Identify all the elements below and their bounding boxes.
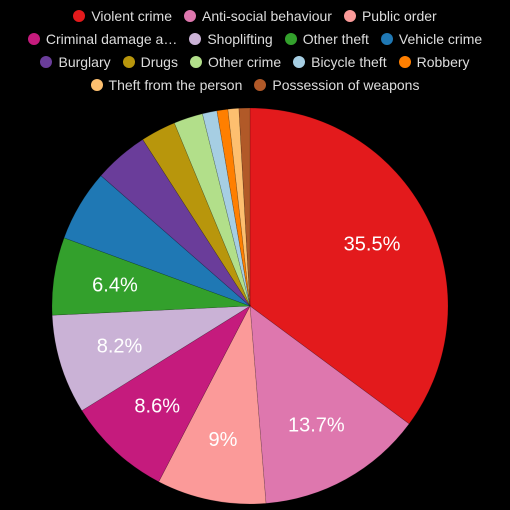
legend-item[interactable]: Violent crime: [73, 7, 172, 25]
legend-swatch: [189, 33, 202, 45]
pie-slice[interactable]: [249, 305, 410, 504]
pie-slice[interactable]: [81, 305, 251, 483]
legend-item[interactable]: Other theft: [284, 30, 369, 48]
pie-slice[interactable]: [100, 139, 251, 307]
slice-percent-label: 13.7%: [288, 414, 345, 436]
legend-item[interactable]: Drugs: [122, 53, 178, 71]
legend-label: Bicycle theft: [311, 54, 387, 70]
pie-slice[interactable]: [227, 107, 251, 307]
legend-label: Other crime: [207, 54, 282, 70]
slice-percent-label: 6.4%: [92, 274, 138, 296]
legend-row: Burglary Drugs Other crime Bicycle theft Rob…: [0, 53, 510, 72]
legend-item[interactable]: Vehicle crime: [380, 30, 483, 48]
legend-swatch: [398, 56, 411, 68]
legend-swatch: [380, 33, 393, 45]
legend-label: Criminal damage a…: [45, 31, 178, 47]
pie-slice[interactable]: [142, 122, 251, 307]
legend-swatch: [284, 33, 297, 45]
pie-slice[interactable]: [51, 237, 251, 316]
legend-label: Violent crime: [91, 8, 172, 24]
legend-swatch: [189, 56, 202, 68]
slice-percent-label: 35.5%: [344, 234, 401, 256]
pie-slice[interactable]: [51, 305, 252, 412]
legend-row: Criminal damage a… Shoplifting Other theft…: [0, 30, 510, 49]
legend-swatch: [90, 79, 103, 91]
legend-swatch: [293, 56, 306, 68]
legend-swatch: [254, 79, 267, 91]
legend-item[interactable]: Other crime: [189, 53, 282, 71]
pie-slice[interactable]: [63, 175, 251, 307]
pie-slice[interactable]: [238, 107, 251, 307]
legend-swatch: [184, 10, 196, 22]
slice-percent-label: 8.2%: [97, 336, 143, 358]
legend-label: Vehicle crime: [398, 31, 483, 47]
pie-slice[interactable]: [216, 108, 251, 307]
legend-swatch: [40, 56, 53, 68]
slice-percent-label: 8.6%: [134, 395, 180, 417]
slice-percent-label: 9%: [209, 429, 238, 451]
legend-item[interactable]: Theft from the person: [90, 76, 243, 94]
legend-item[interactable]: Shoplifting: [189, 30, 273, 48]
pie-slice[interactable]: [173, 113, 251, 307]
legend-swatch: [122, 56, 135, 68]
legend-label: Public order: [361, 8, 437, 24]
legend-item[interactable]: Public order: [343, 7, 437, 25]
legend-label: Burglary: [58, 54, 111, 70]
legend-label: Other theft: [302, 31, 369, 47]
legend-swatch: [27, 33, 40, 45]
legend-row: Violent crime Anti-social behaviour Public…: [0, 7, 510, 26]
legend-label: Robbery: [416, 54, 470, 70]
legend-item[interactable]: Criminal damage a…: [27, 30, 178, 48]
legend-row: Theft from the person Possession of weapo…: [0, 76, 510, 95]
legend-label: Shoplifting: [207, 31, 273, 47]
legend-item[interactable]: Possession of weapons: [254, 76, 419, 94]
pie-slice[interactable]: [158, 304, 267, 505]
legend-item[interactable]: Anti-social behaviour: [184, 7, 332, 25]
legend-label: Anti-social behaviour: [202, 8, 332, 24]
pie-slice[interactable]: [202, 110, 251, 307]
legend-swatch: [73, 10, 86, 22]
legend-label: Possession of weapons: [272, 77, 420, 93]
legend-item[interactable]: Burglary: [40, 53, 111, 71]
legend-label: Theft from the person: [108, 77, 243, 93]
pie-slice[interactable]: [249, 107, 449, 425]
legend-label: Drugs: [140, 54, 178, 70]
legend-item[interactable]: Robbery: [398, 53, 470, 71]
legend-item[interactable]: Bicycle theft: [293, 53, 387, 71]
legend-swatch: [343, 10, 356, 22]
